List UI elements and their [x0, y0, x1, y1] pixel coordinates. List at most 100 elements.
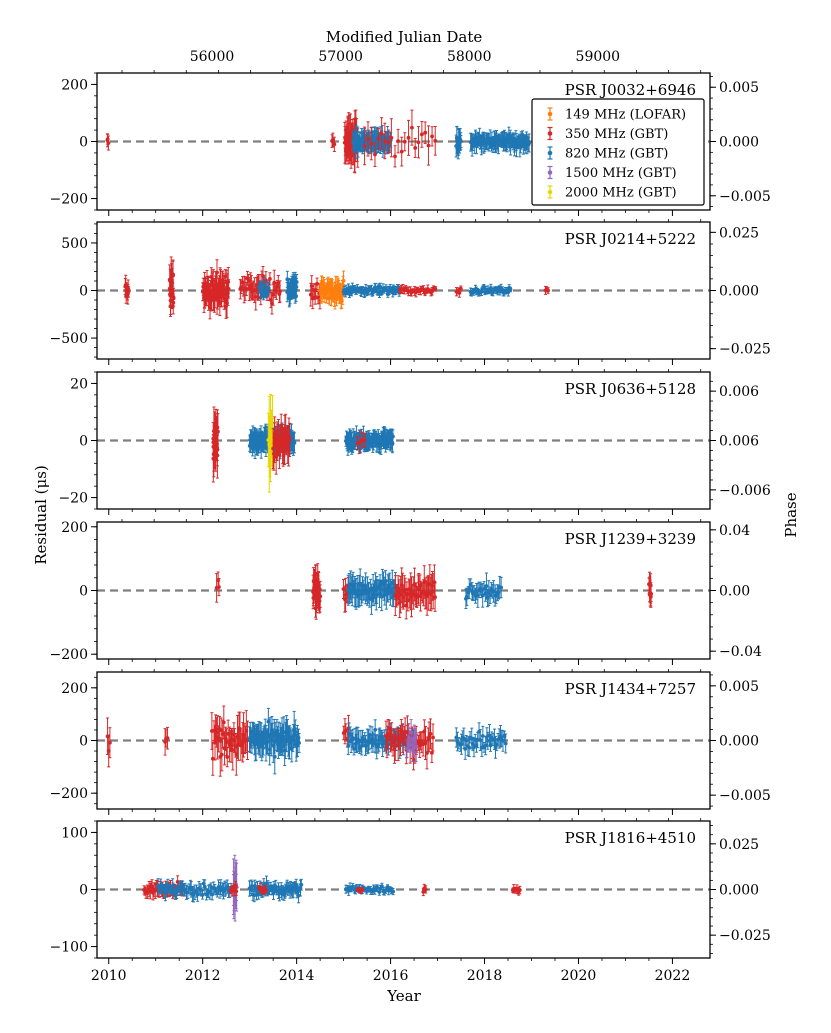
data-point	[426, 125, 431, 166]
marker	[309, 284, 314, 288]
marker	[362, 143, 367, 148]
data-point	[430, 126, 434, 147]
marker	[222, 288, 227, 292]
y-tick-label: 200	[61, 77, 88, 93]
phase-tick-label: −0.005	[719, 189, 771, 205]
data-point	[278, 280, 282, 303]
data-point	[106, 135, 111, 151]
marker	[396, 139, 401, 144]
marker	[416, 140, 421, 145]
marker	[253, 294, 258, 299]
marker	[216, 429, 220, 434]
y-tick-label: 0	[79, 135, 88, 151]
marker	[272, 431, 277, 436]
marker	[215, 453, 220, 458]
x-axis-label: Year	[386, 987, 421, 1005]
data-points	[211, 393, 395, 493]
marker	[315, 281, 319, 286]
marker	[369, 141, 374, 146]
y-axis-label-left: Residual (μs)	[32, 465, 50, 565]
panel-2: −500 0 500 −0.025 0.000 0.025 PSR J0214+5222	[50, 219, 771, 365]
y-tick-label: 0	[79, 284, 88, 300]
pulsar-name: PSR J0214+5222	[565, 230, 696, 248]
marker	[413, 146, 418, 150]
marker	[426, 143, 431, 148]
marker	[379, 131, 384, 136]
marker	[458, 139, 463, 144]
data-point	[171, 289, 176, 307]
top-axis-label: Modified Julian Date	[326, 28, 483, 46]
marker	[264, 278, 268, 283]
panel-1: −200 0 200 −0.005 0.000 0.005 PSR J0032+6946	[50, 70, 771, 216]
marker	[386, 140, 391, 145]
marker	[105, 137, 110, 142]
data-point	[266, 281, 271, 295]
data-point	[379, 117, 384, 151]
data-point	[226, 279, 231, 299]
marker	[226, 286, 231, 291]
marker	[457, 291, 462, 295]
marker	[244, 287, 249, 291]
marker	[215, 270, 219, 275]
data-point	[393, 145, 397, 168]
marker	[366, 137, 370, 141]
y-tick-label: 500	[61, 236, 88, 252]
data-point	[458, 134, 463, 148]
data-point	[382, 122, 387, 160]
data-point	[396, 128, 401, 154]
marker	[410, 125, 414, 130]
data-point	[399, 136, 404, 167]
data-point	[376, 128, 381, 150]
marker	[399, 149, 404, 154]
phase-tick-label: 0.000	[719, 135, 759, 151]
data-point	[386, 131, 391, 154]
data-point	[410, 109, 414, 146]
marker	[373, 152, 377, 157]
marker	[458, 286, 463, 291]
marker	[341, 278, 346, 283]
marker	[106, 141, 111, 145]
data-point	[457, 288, 462, 298]
marker	[546, 288, 550, 293]
marker	[430, 134, 434, 139]
data-point	[216, 413, 220, 450]
data-point	[332, 136, 337, 152]
data-points	[123, 256, 550, 320]
marker	[278, 289, 282, 294]
marker	[246, 278, 251, 283]
y-tick-label: −500	[50, 331, 88, 347]
phase-tick-label: 0.025	[719, 225, 759, 241]
marker	[419, 132, 424, 137]
phase-tick-label: −0.025	[719, 342, 771, 358]
marker	[283, 430, 288, 435]
marker	[171, 272, 175, 277]
marker	[433, 138, 438, 143]
data-point	[416, 126, 421, 159]
marker	[313, 296, 318, 300]
data-point	[546, 287, 550, 294]
data-point	[423, 121, 428, 144]
y-axis-label-right: Phase	[782, 492, 800, 537]
data-point	[389, 118, 394, 158]
marker	[292, 440, 297, 445]
marker	[382, 139, 387, 143]
marker	[126, 289, 131, 294]
marker	[488, 286, 493, 290]
marker	[332, 142, 337, 147]
data-point	[433, 126, 438, 156]
data-point	[433, 286, 438, 292]
data-points	[105, 109, 532, 174]
marker	[527, 141, 532, 145]
marker	[376, 136, 381, 141]
data-point	[458, 285, 463, 292]
data-point	[287, 422, 292, 458]
data-point	[315, 277, 319, 291]
marker	[378, 284, 383, 289]
marker	[402, 139, 407, 144]
data-point	[362, 126, 367, 166]
marker	[389, 135, 394, 140]
marker	[266, 286, 271, 290]
marker	[271, 451, 276, 456]
